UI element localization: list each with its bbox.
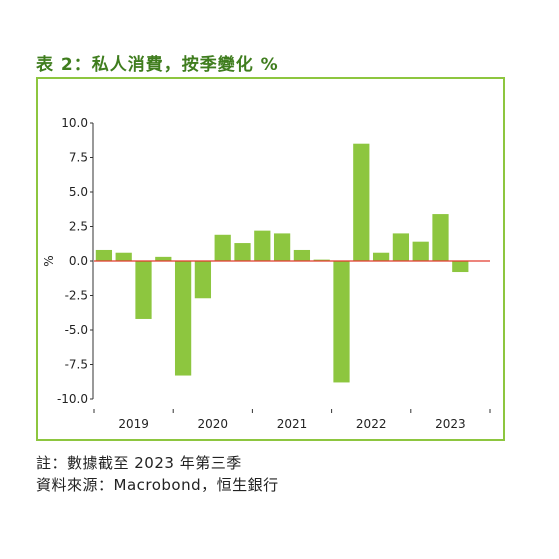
bar-2023Q1 [412, 241, 429, 261]
y-tick-label: 2.5 [69, 220, 88, 234]
y-tick-label: -5.0 [65, 323, 88, 337]
y-tick-label: 5.0 [69, 185, 88, 199]
bar-2022Q4 [392, 233, 410, 261]
x-tick-label: 2020 [198, 417, 229, 431]
bar-2023Q3 [452, 261, 469, 273]
y-tick-label: 10.0 [61, 116, 88, 130]
bar-2020Q4 [234, 243, 251, 261]
x-tick-label: 2021 [277, 417, 308, 431]
bar-2022Q2 [353, 143, 370, 261]
y-axis-title: % [42, 255, 56, 266]
y-tick-label: -7.5 [65, 358, 88, 372]
bar-2019Q4 [155, 256, 172, 261]
bar-2019Q3 [135, 261, 152, 319]
bar-2020Q1 [174, 261, 192, 376]
chart-frame [36, 77, 505, 441]
bar-2019Q2 [115, 252, 132, 261]
bar-2021Q3 [293, 249, 311, 261]
source-note: 資料來源：Macrobond，恒生銀行 [36, 476, 279, 494]
x-tick-label: 2023 [435, 417, 466, 431]
y-tick-label: -10.0 [57, 392, 88, 406]
bar-2021Q1 [254, 230, 271, 261]
bar-2022Q1 [333, 261, 350, 383]
bar-2022Q3 [372, 252, 390, 261]
bar-2019Q1 [95, 249, 113, 261]
bar-2021Q2 [273, 233, 291, 261]
bar-2023Q2 [432, 214, 449, 261]
y-tick-label: 0.0 [69, 254, 88, 268]
y-tick-label: 7.5 [69, 151, 88, 165]
x-tick-label: 2019 [118, 417, 149, 431]
bar-2020Q2 [194, 261, 212, 299]
chart-title: 表 2：私人消費，按季變化 % [36, 55, 279, 75]
bar-2021Q4 [313, 259, 330, 261]
x-tick-label: 2022 [356, 417, 387, 431]
footnote: 註：數據截至 2023 年第三季 [36, 454, 242, 472]
y-tick-label: -2.5 [65, 289, 88, 303]
bar-2020Q3 [214, 234, 231, 261]
